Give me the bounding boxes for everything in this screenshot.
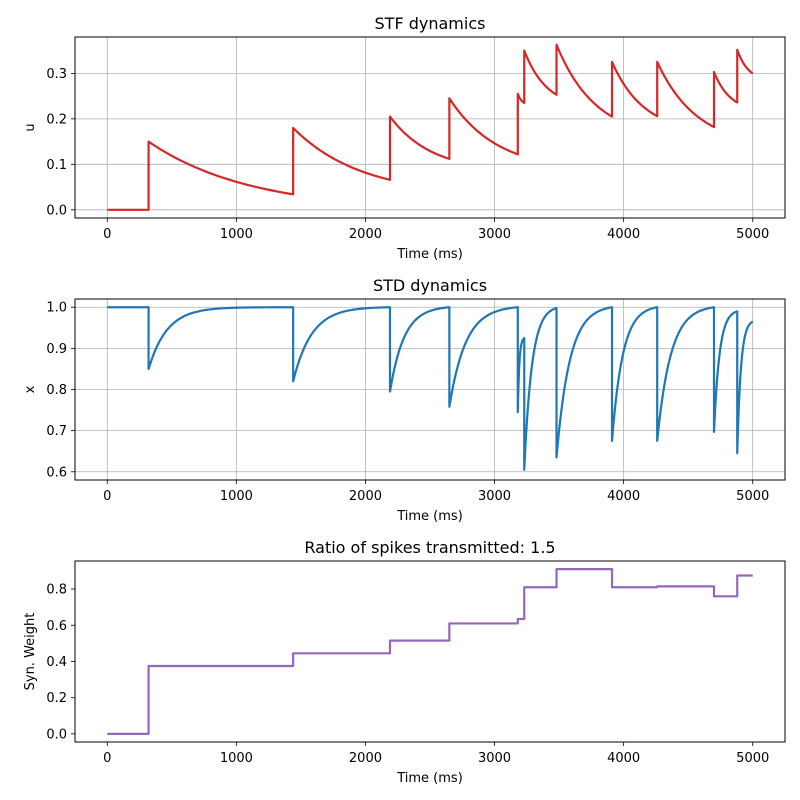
y-axis-label: Syn. Weight xyxy=(23,613,38,691)
series-line xyxy=(107,306,754,471)
y-axis-label: x xyxy=(23,385,38,393)
y-tick-label: 0.3 xyxy=(46,67,67,82)
y-tick-label: 0.6 xyxy=(46,465,67,480)
chart-panel-2: 0 1000 2000 3000 4000 5000 0.6 0.7 0.8 0.9 1.0 STD … xyxy=(23,276,786,524)
chart-panel-3: 0 1000 2000 3000 4000 5000 0.0 0.2 0.4 0.6 0.8 Rati… xyxy=(23,538,786,786)
y-tick-label: 0.1 xyxy=(46,158,67,173)
y-tick-label: 0.2 xyxy=(46,112,67,127)
x-tick-label: 0 xyxy=(103,751,111,766)
grid-lines xyxy=(75,299,785,480)
x-tick-label: 3000 xyxy=(478,751,511,766)
x-tick-label: 5000 xyxy=(736,751,769,766)
chart-panel-1: 0 1000 2000 3000 4000 5000 0.0 0.1 0.2 0.3 STF dyn… xyxy=(23,14,786,262)
x-axis-label: Time (ms) xyxy=(396,247,463,262)
x-tick-label: 4000 xyxy=(607,227,640,242)
x-tick-label: 0 xyxy=(103,227,111,242)
x-tick-label: 5000 xyxy=(736,489,769,504)
x-axis-label: Time (ms) xyxy=(396,771,463,786)
chart-title: STF dynamics xyxy=(375,14,486,33)
y-tick-label: 0.4 xyxy=(46,655,67,670)
x-tick-label: 4000 xyxy=(607,489,640,504)
x-tick-label: 2000 xyxy=(349,489,382,504)
x-tick-label: 3000 xyxy=(478,227,511,242)
y-tick-label: 0.6 xyxy=(46,619,67,634)
chart-title: Ratio of spikes transmitted: 1.5 xyxy=(304,538,555,557)
x-tick-label: 2000 xyxy=(349,227,382,242)
y-tick-label: 0.2 xyxy=(46,691,67,706)
x-tick-label: 1000 xyxy=(220,489,253,504)
x-tick-label: 4000 xyxy=(607,751,640,766)
y-tick-label: 0.8 xyxy=(46,583,67,598)
axes-frame xyxy=(74,36,786,219)
chart-title: STD dynamics xyxy=(373,276,487,295)
x-tick-label: 3000 xyxy=(478,489,511,504)
x-tick-label: 1000 xyxy=(220,751,253,766)
axes-frame xyxy=(74,560,786,743)
x-tick-label: 5000 xyxy=(736,227,769,242)
y-tick-label: 0.7 xyxy=(46,424,67,439)
x-tick-label: 0 xyxy=(103,489,111,504)
series-line xyxy=(107,568,753,735)
y-tick-label: 0.9 xyxy=(46,342,67,357)
y-axis-label: u xyxy=(23,123,38,131)
x-axis-label: Time (ms) xyxy=(396,509,463,524)
grid-lines xyxy=(75,37,785,218)
x-tick-label: 1000 xyxy=(220,227,253,242)
y-tick-label: 0.0 xyxy=(46,727,67,742)
x-tick-label: 2000 xyxy=(349,751,382,766)
series-line xyxy=(107,43,754,211)
y-tick-label: 1.0 xyxy=(46,301,67,316)
y-tick-label: 0.0 xyxy=(46,203,67,218)
y-tick-label: 0.8 xyxy=(46,383,67,398)
